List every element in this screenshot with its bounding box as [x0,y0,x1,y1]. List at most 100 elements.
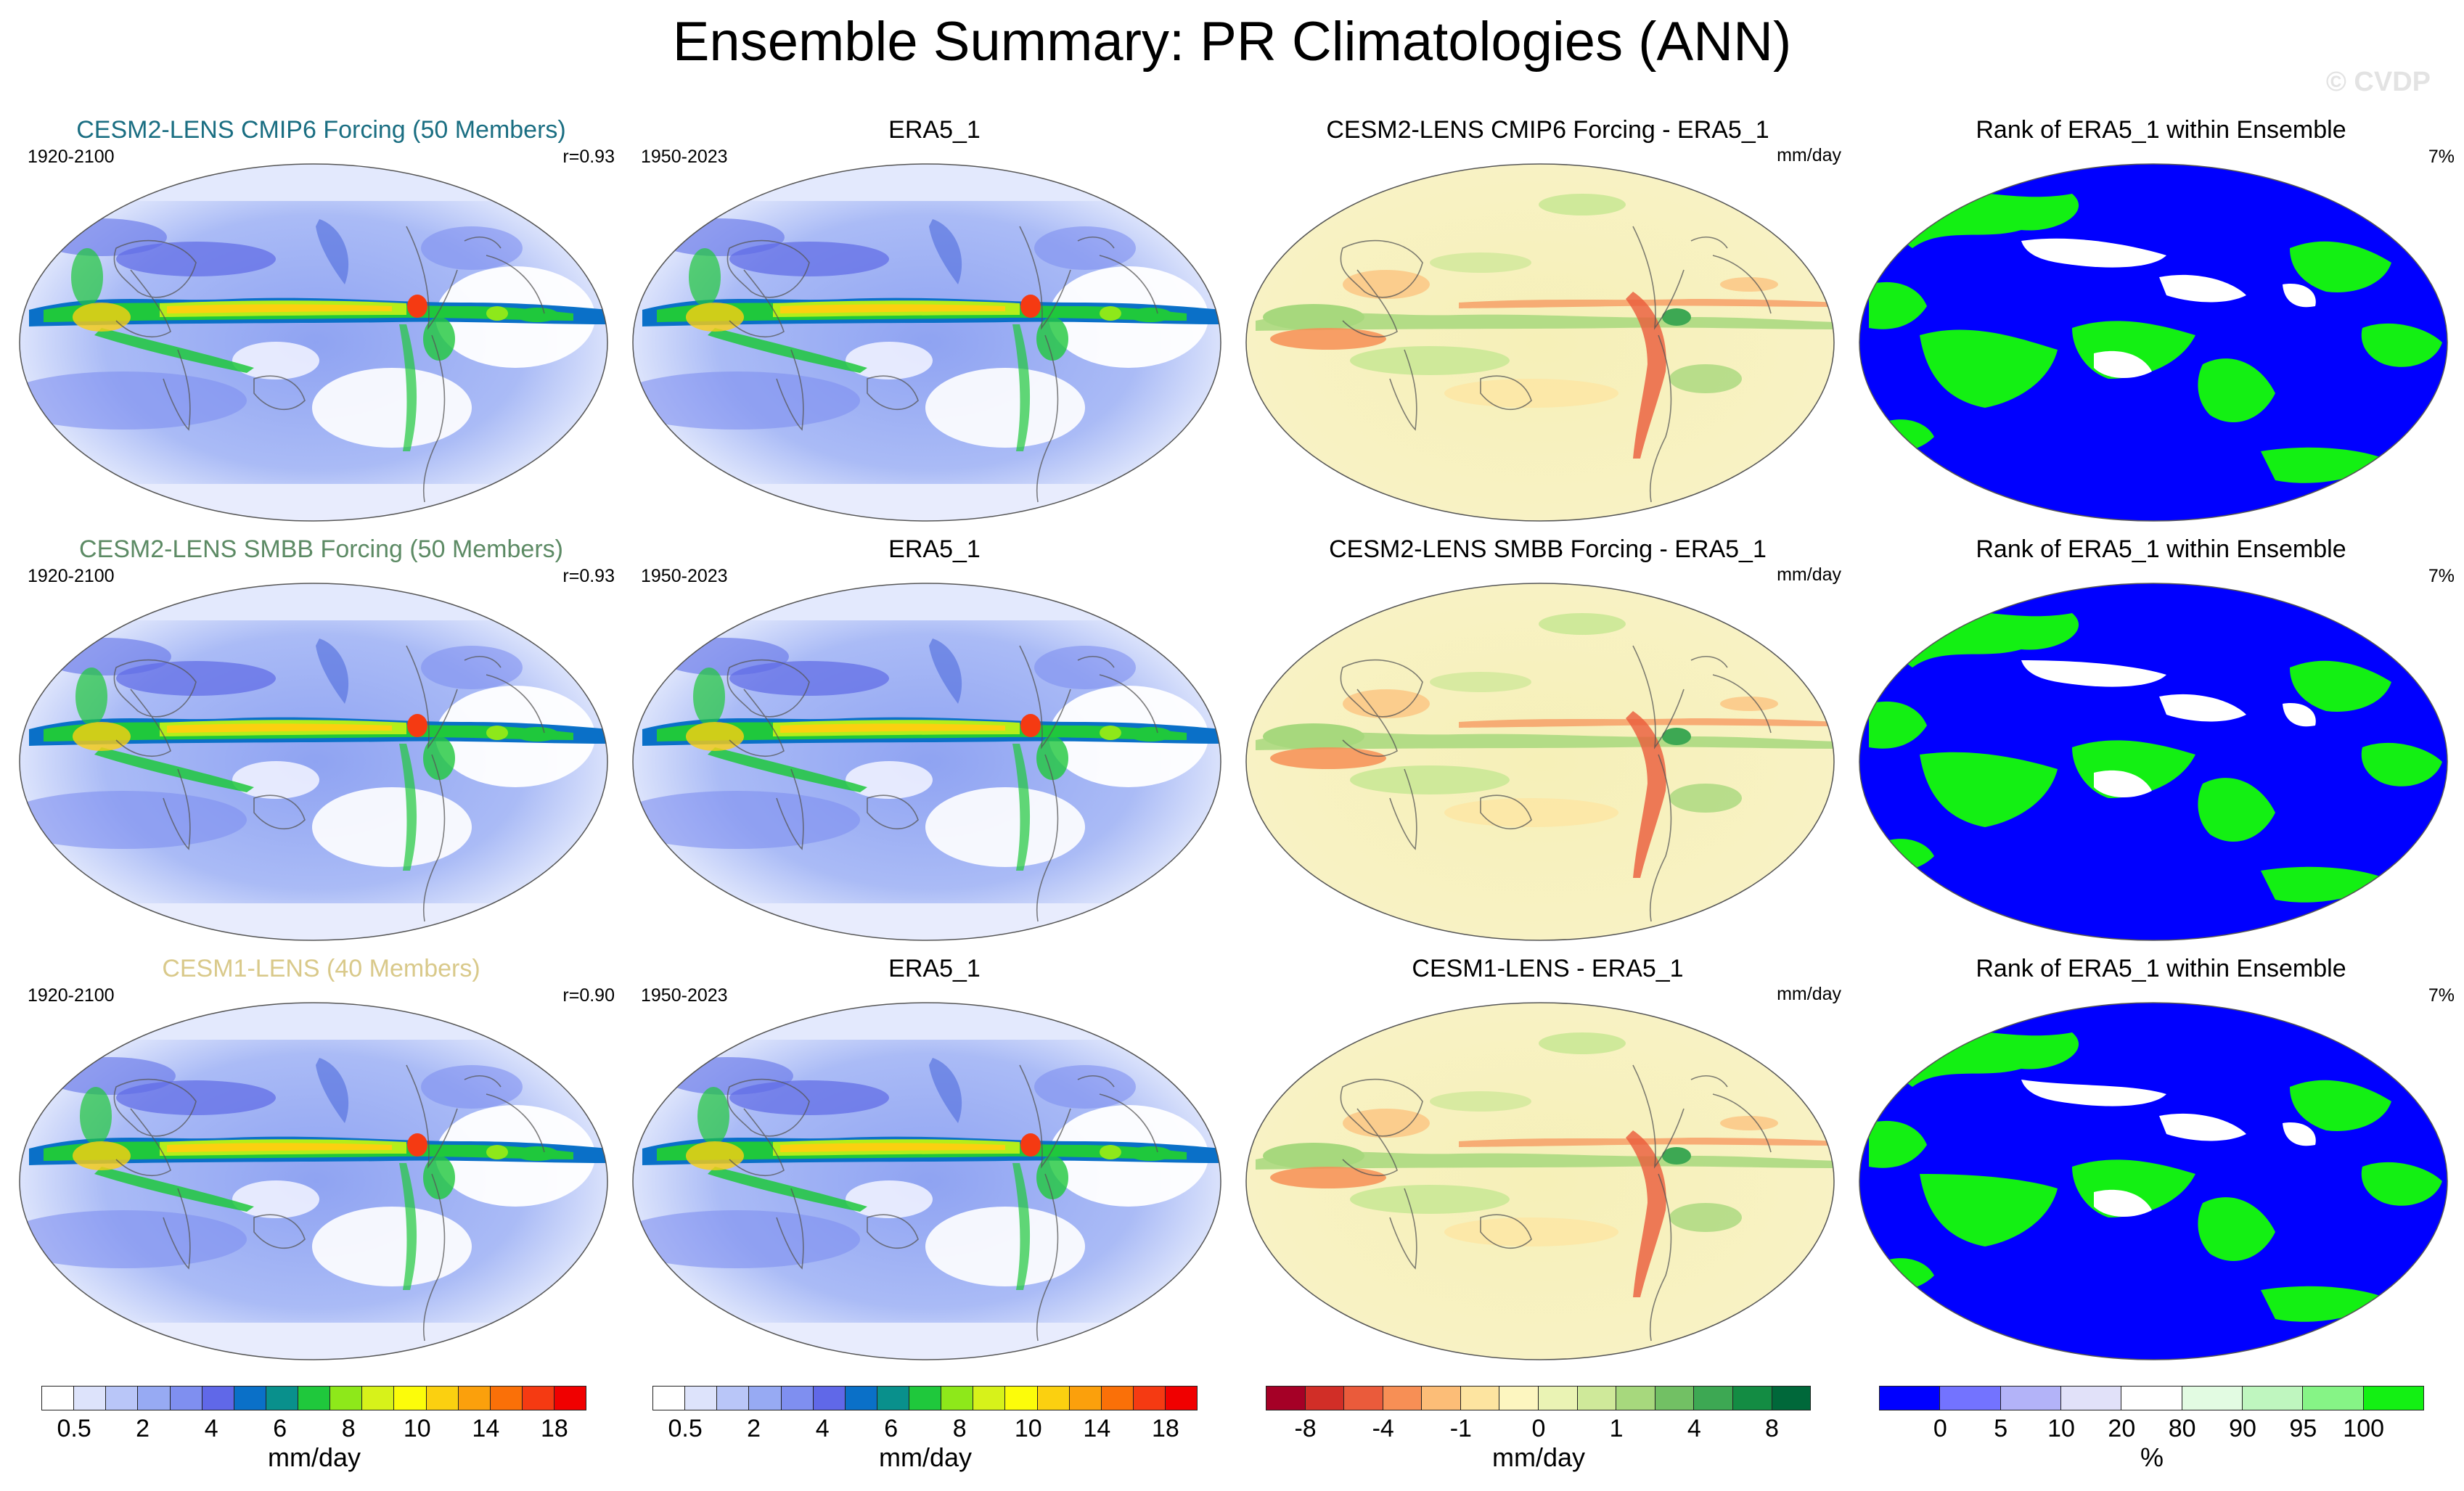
colorbar-tick-label: 5 [1994,1415,2008,1442]
rank-map [1859,163,2448,522]
panel-title: CESM2-LENS CMIP6 Forcing (50 Members) [76,116,566,144]
map-panel-rank: Rank of ERA5_1 within Ensemble 7% [1854,116,2464,530]
pattern-correlation: r=0.90 [562,985,615,1006]
obs-map [632,163,1221,522]
colorbar-swatch [105,1386,139,1410]
colorbar-swatch [2362,1386,2424,1410]
colorbar-swatch [1732,1386,1772,1410]
colorbar-swatch [1576,1386,1617,1410]
colorbar-tick-label: 14 [1083,1415,1111,1442]
colorbar-swatch [393,1386,427,1410]
colorbar-swatch [780,1386,814,1410]
panel-years: 1920-2100 [28,985,115,1006]
panel-years: 1920-2100 [28,147,115,167]
colorbar-swatch [1693,1386,1733,1410]
colorbar-tick-label: -1 [1449,1415,1472,1442]
colorbar-unit: % [2140,1442,2164,1472]
model-map [19,1002,608,1360]
colorbar-tick-label: 8 [952,1415,967,1442]
colorbar-swatch [652,1386,686,1410]
colorbar-tick-label: 100 [2343,1415,2385,1442]
rank-percent: 7% [2428,147,2455,167]
cvdp-watermark: © CVDP [2325,67,2431,97]
colorbar-swatch [1100,1386,1134,1410]
colorbar-swatch [876,1386,909,1410]
obs-map [632,1002,1221,1360]
panel-title: CESM2-LENS SMBB Forcing - ERA5_1 [1329,535,1767,563]
rank-percent: 7% [2428,566,2455,586]
colorbar-tick-label: -8 [1294,1415,1317,1442]
colorbar-swatch [554,1386,587,1410]
colorbar-tick-label: 90 [2229,1415,2256,1442]
colorbar-tick-label: 80 [2168,1415,2196,1442]
colorbar-tick-label: 1 [1609,1415,1624,1442]
panel-title: CESM2-LENS SMBB Forcing (50 Members) [79,535,563,563]
colorbar-swatch [844,1386,877,1410]
map-panel-obs: ERA5_1 1950-2023 [628,955,1241,1368]
map-panel-diff: CESM1-LENS - ERA5_1 mm/day [1241,955,1854,1368]
pattern-correlation: r=0.93 [562,147,615,167]
colorbar-difference: -8 -4 -1 0 1 4 8 mm/day [1266,1386,1812,1487]
rank-percent: 7% [2428,985,2455,1006]
colorbar-swatch [1939,1386,2001,1410]
colorbar-swatch [973,1386,1006,1410]
panel-title: ERA5_1 [888,535,981,563]
panel-title: ERA5_1 [888,955,981,982]
map-panel-rank: Rank of ERA5_1 within Ensemble 7% [1854,535,2464,949]
colorbar-tick-label: 4 [815,1415,830,1442]
colorbar-tick-label: 4 [1687,1415,1701,1442]
colorbar-swatch [2060,1386,2122,1410]
colorbar-swatch [521,1386,554,1410]
figure-title: Ensemble Summary: PR Climatologies (ANN) [672,11,1792,73]
colorbar-tick-label: 14 [472,1415,500,1442]
colorbar-tick-label: 18 [1151,1415,1179,1442]
colorbar-swatch [1538,1386,1578,1410]
colorbar-swatch [41,1386,75,1410]
map-panel-diff: CESM2-LENS SMBB Forcing - ERA5_1 mm/day [1241,535,1854,949]
colorbar-swatch [1616,1386,1655,1410]
map-panel-model: CESM2-LENS CMIP6 Forcing (50 Members) 192… [15,116,628,530]
colorbar-swatch [2241,1386,2304,1410]
panel-title: Rank of ERA5_1 within Ensemble [1976,955,2346,982]
colorbar-unit: mm/day [878,1442,973,1472]
panel-unit: mm/day [1777,564,1841,585]
colorbar-swatch [2121,1386,2182,1410]
colorbar-tick-label: 10 [403,1415,431,1442]
colorbar-swatch [1304,1386,1345,1410]
colorbar-swatch [233,1386,266,1410]
colorbar-swatch [1879,1386,1941,1410]
colorbar-swatch [489,1386,523,1410]
colorbar-swatch [2181,1386,2243,1410]
colorbar-swatch [169,1386,202,1410]
panel-title: CESM1-LENS (40 Members) [162,955,480,982]
colorbar-swatch [812,1386,846,1410]
colorbar-tick-label: -4 [1372,1415,1394,1442]
model-map [19,163,608,522]
colorbar-swatch [73,1386,107,1410]
colorbar-swatch [684,1386,718,1410]
panel-years: 1920-2100 [28,566,115,586]
colorbar-swatch [748,1386,782,1410]
colorbar-tick-label: 0.5 [668,1415,703,1442]
colorbar-tick-label: 2 [747,1415,761,1442]
colorbar-swatch [1004,1386,1038,1410]
colorbar-tick-label: 8 [1764,1415,1779,1442]
colorbar-unit: mm/day [1491,1442,1586,1472]
colorbar-swatch [457,1386,491,1410]
colorbar-tick-label: 0 [1531,1415,1546,1442]
pattern-correlation: r=0.93 [562,566,615,586]
panel-years: 1950-2023 [641,147,728,167]
colorbar-precip-model: 0.5 2 4 6 8 10 14 18 mm/day [41,1386,587,1487]
panel-unit: mm/day [1777,145,1841,165]
colorbar-tick-label: 18 [540,1415,568,1442]
colorbar-swatch [1499,1386,1539,1410]
colorbar-swatch [425,1386,459,1410]
colorbar-tick-label: 8 [341,1415,356,1442]
colorbar-tick-label: 2 [136,1415,150,1442]
map-panel-diff: CESM2-LENS CMIP6 Forcing - ERA5_1 mm/day [1241,116,1854,530]
panel-title: Rank of ERA5_1 within Ensemble [1976,116,2346,144]
colorbar-swatch [1266,1386,1306,1410]
colorbar-swatch [1068,1386,1102,1410]
map-panel-obs: ERA5_1 1950-2023 [628,116,1241,530]
colorbar-swatch [330,1386,363,1410]
